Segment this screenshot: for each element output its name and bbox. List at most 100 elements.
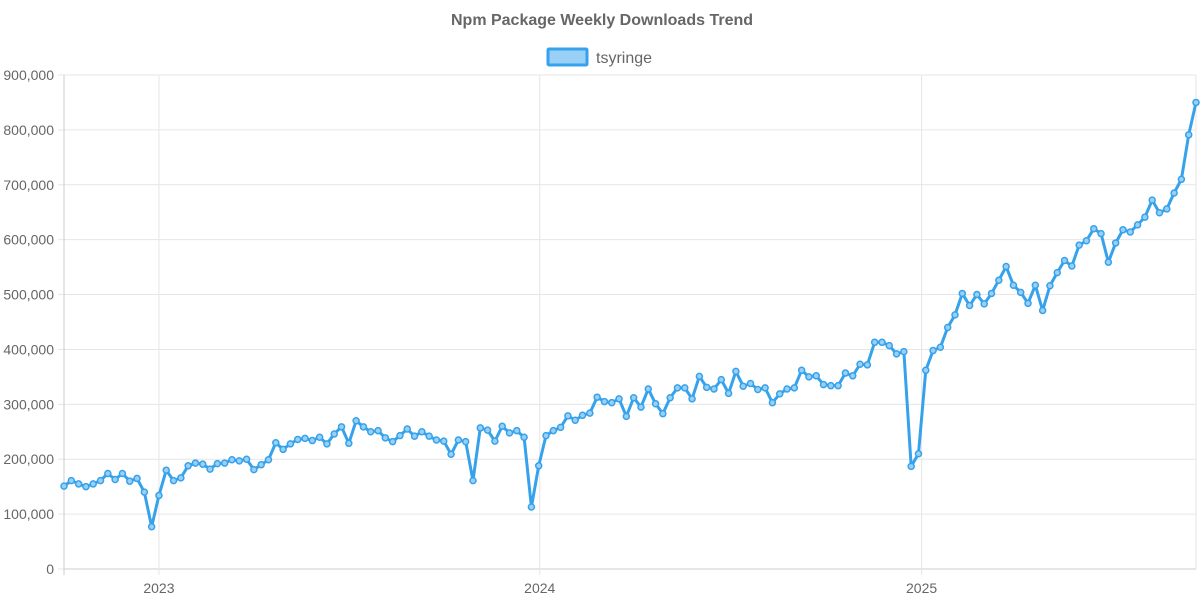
data-point[interactable]: [191, 459, 200, 467]
data-point[interactable]: [593, 393, 601, 401]
data-point[interactable]: [1009, 281, 1018, 289]
data-point[interactable]: [907, 462, 915, 471]
data-point[interactable]: [1060, 256, 1069, 265]
data-point[interactable]: [783, 385, 791, 393]
data-point[interactable]: [1111, 239, 1120, 247]
data-point[interactable]: [89, 480, 97, 488]
data-point[interactable]: [345, 439, 353, 448]
data-point[interactable]: [549, 426, 558, 435]
data-point[interactable]: [863, 361, 872, 369]
data-point[interactable]: [797, 366, 806, 375]
data-point[interactable]: [118, 469, 127, 478]
data-point[interactable]: [483, 426, 492, 434]
data-point[interactable]: [929, 346, 937, 355]
data-point[interactable]: [622, 412, 631, 421]
data-point[interactable]: [812, 372, 820, 380]
data-point[interactable]: [710, 385, 718, 393]
data-point[interactable]: [74, 480, 83, 488]
data-point[interactable]: [1031, 281, 1040, 289]
data-point[interactable]: [418, 428, 426, 436]
data-point[interactable]: [768, 398, 777, 407]
data-point[interactable]: [943, 323, 952, 332]
data-point[interactable]: [1075, 241, 1083, 249]
data-point[interactable]: [264, 456, 273, 464]
data-point[interactable]: [1184, 131, 1193, 139]
data-point[interactable]: [995, 276, 1003, 285]
data-point[interactable]: [1163, 205, 1171, 213]
data-point[interactable]: [732, 367, 740, 376]
data-point[interactable]: [1104, 258, 1113, 266]
data-point[interactable]: [491, 437, 499, 445]
data-point[interactable]: [695, 372, 704, 381]
data-point[interactable]: [352, 417, 360, 425]
data-point[interactable]: [739, 382, 747, 390]
data-point[interactable]: [841, 369, 850, 377]
data-point[interactable]: [184, 462, 192, 470]
data-point[interactable]: [366, 428, 375, 436]
data-point[interactable]: [301, 434, 309, 443]
data-point[interactable]: [856, 360, 864, 369]
data-point[interactable]: [951, 311, 959, 319]
data-point[interactable]: [257, 460, 265, 469]
data-point[interactable]: [607, 398, 616, 407]
data-point[interactable]: [177, 474, 185, 482]
data-point[interactable]: [534, 462, 543, 470]
data-point[interactable]: [454, 436, 463, 444]
data-point[interactable]: [1046, 282, 1054, 290]
data-point[interactable]: [96, 476, 105, 485]
data-point[interactable]: [724, 389, 733, 398]
data-point[interactable]: [447, 450, 455, 459]
data-point[interactable]: [440, 437, 448, 445]
data-point[interactable]: [359, 423, 368, 431]
data-point[interactable]: [754, 385, 762, 394]
data-point[interactable]: [147, 522, 156, 531]
data-point[interactable]: [717, 375, 726, 384]
data-point[interactable]: [564, 412, 572, 420]
data-point[interactable]: [834, 381, 842, 390]
data-point[interactable]: [900, 347, 908, 356]
data-point[interactable]: [936, 343, 945, 351]
data-point[interactable]: [688, 395, 696, 403]
data-point[interactable]: [403, 425, 412, 433]
data-point[interactable]: [702, 383, 711, 392]
data-point[interactable]: [279, 445, 287, 454]
data-point[interactable]: [1068, 262, 1076, 270]
data-point[interactable]: [1038, 306, 1047, 315]
data-point[interactable]: [673, 384, 682, 392]
data-point[interactable]: [1170, 189, 1178, 197]
data-point[interactable]: [790, 384, 799, 392]
data-point[interactable]: [761, 384, 769, 392]
data-point[interactable]: [892, 350, 901, 358]
data-point[interactable]: [659, 409, 667, 418]
data-point[interactable]: [571, 416, 579, 425]
data-point[interactable]: [681, 384, 689, 392]
data-point[interactable]: [220, 459, 229, 467]
data-point[interactable]: [323, 440, 331, 448]
data-point[interactable]: [1155, 209, 1164, 217]
data-point[interactable]: [1126, 228, 1135, 236]
data-point[interactable]: [374, 426, 382, 435]
data-point[interactable]: [169, 476, 178, 485]
data-point[interactable]: [973, 290, 981, 299]
data-point[interactable]: [629, 393, 638, 402]
data-point[interactable]: [1002, 262, 1010, 271]
data-point[interactable]: [958, 289, 967, 298]
data-point[interactable]: [133, 474, 141, 483]
data-point[interactable]: [1016, 288, 1025, 297]
data-point[interactable]: [286, 440, 295, 448]
data-point[interactable]: [805, 373, 813, 381]
data-point[interactable]: [520, 433, 528, 442]
data-point[interactable]: [1097, 229, 1105, 238]
data-point[interactable]: [586, 409, 594, 417]
data-point[interactable]: [542, 431, 550, 440]
data-point[interactable]: [250, 465, 258, 474]
data-point[interactable]: [315, 433, 324, 442]
data-point[interactable]: [82, 482, 90, 491]
data-point[interactable]: [1119, 226, 1127, 234]
data-point[interactable]: [228, 456, 236, 464]
data-point[interactable]: [819, 380, 828, 389]
data-point[interactable]: [425, 432, 433, 440]
data-point[interactable]: [1082, 237, 1091, 245]
data-point[interactable]: [272, 439, 280, 447]
data-point[interactable]: [498, 422, 506, 431]
